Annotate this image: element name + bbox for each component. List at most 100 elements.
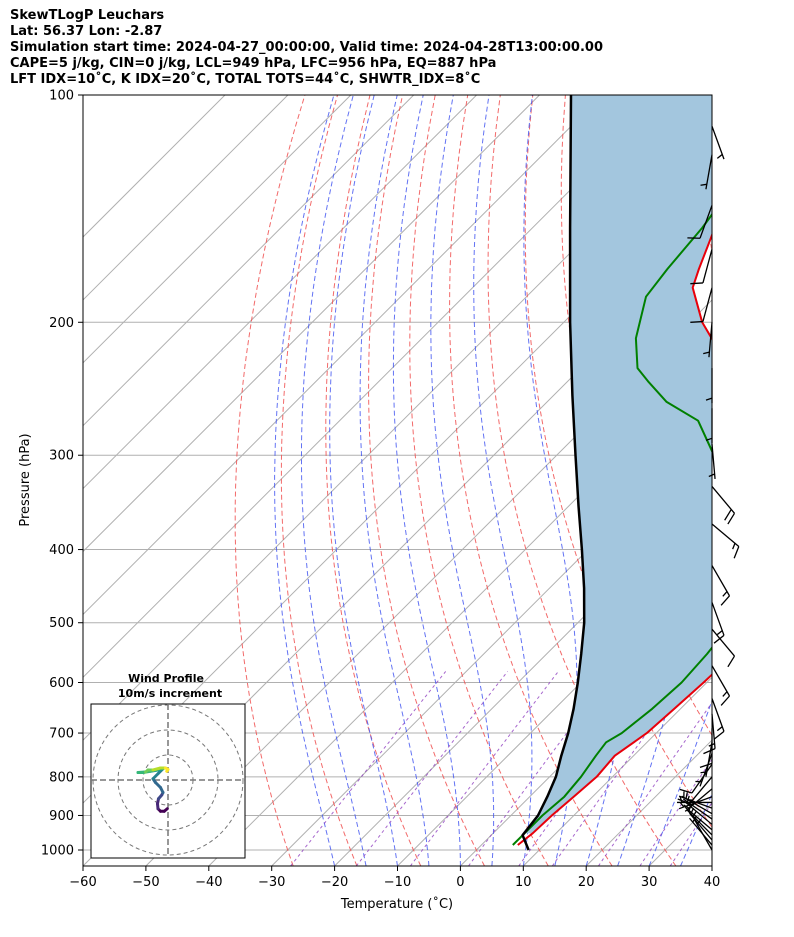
wind-barb-flag: [722, 591, 728, 597]
moist-adiabat: [711, 864, 712, 866]
wind-barb-flag: [683, 804, 690, 809]
y-axis-ticks: 1000 900 800 700 600 500 400 300 200 100: [41, 89, 83, 859]
dry-adiabat: [234, 95, 306, 866]
isotherm: [334, 487, 712, 866]
wind-barb: [687, 205, 713, 239]
wind-barb-flag: [713, 730, 725, 740]
isotherm: [83, 95, 415, 427]
isotherm: [271, 424, 712, 866]
wind-barb-flag: [732, 543, 736, 550]
wind-barb-staff: [711, 698, 725, 732]
wind-barb-staff: [684, 788, 713, 812]
isotherm: [397, 550, 712, 866]
wind-barb-flag: [705, 397, 713, 401]
y-tick-label: 200: [49, 316, 74, 331]
hodograph-title: Wind Profile: [128, 672, 204, 685]
x-tick-label: 40: [704, 875, 721, 890]
x-tick-label: −10: [384, 875, 411, 890]
y-tick-label: 900: [49, 809, 74, 824]
wind-barb: [711, 602, 725, 644]
x-tick-label: −50: [132, 875, 159, 890]
wind-barb: [711, 486, 736, 525]
wind-barb: [700, 742, 713, 777]
wind-barb-flag: [727, 655, 736, 668]
isotherm: [522, 676, 712, 866]
wind-barb-staff: [689, 817, 713, 846]
moist-adiabat: [523, 95, 578, 866]
wind-barb-flag: [703, 351, 710, 355]
wind-barb-staff: [711, 126, 725, 160]
wind-barb-flag: [727, 512, 736, 525]
wind-barb-staff: [711, 713, 716, 749]
chart-title-indices-1: CAPE=5 j/kg, CIN=0 j/kg, LCL=949 hPa, LF…: [10, 56, 497, 71]
isotherm: [145, 299, 712, 866]
mixing-ratio-line: [468, 671, 614, 866]
y-tick-label: 300: [49, 449, 74, 464]
wind-barb-flag: [705, 437, 713, 441]
x-tick-label: 30: [641, 875, 658, 890]
x-tick-label: −40: [195, 875, 222, 890]
wind-barb-flag: [679, 788, 693, 794]
parcel-line: [521, 95, 586, 851]
isotherm: [83, 95, 603, 616]
mixing-ratio-line: [409, 671, 559, 866]
moist-adiabat: [359, 95, 430, 866]
wind-barb: [677, 776, 713, 805]
x-tick-label: 0: [456, 875, 464, 890]
isotherm: [83, 95, 226, 238]
mixing-ratio-line: [355, 671, 508, 866]
dry-adiabat: [728, 95, 794, 866]
wind-barb-flag: [722, 691, 728, 697]
y-tick-label: 400: [49, 543, 74, 558]
wind-barb-staff: [702, 248, 713, 284]
hodograph-subtitle: 10m/s increment: [118, 687, 222, 700]
chart-title-coordinates: Lat: 56.37 Lon: -2.87: [10, 24, 163, 39]
wind-barb-staff: [689, 812, 713, 841]
wind-barb-staff: [699, 205, 713, 239]
dry-adiabat: [325, 95, 422, 866]
wind-barb: [711, 565, 731, 606]
wind-barb: [711, 523, 740, 559]
wind-barb-staff: [711, 486, 735, 514]
mixing-ratio-line: [597, 701, 712, 866]
wind-barb-flag: [720, 695, 730, 706]
dry-adiabat: [409, 95, 549, 866]
wind-barb-staff: [686, 809, 713, 836]
dry-adiabat: [761, 95, 794, 866]
y-axis-label: Pressure (hPa): [18, 433, 33, 526]
x-axis-ticks: −60 −50 −40 −30 −20 −10 0 10 20 30 40: [69, 866, 720, 890]
wind-barb: [703, 713, 716, 755]
wind-barb: [708, 444, 716, 480]
y-tick-label: 100: [49, 89, 74, 104]
x-tick-label: 20: [578, 875, 595, 890]
mixing-ratio-line: [290, 671, 447, 866]
wind-barb-flag: [690, 282, 703, 285]
wind-barb-flag: [685, 792, 688, 799]
wind-barb-staff: [691, 763, 713, 794]
wind-barb-staff: [705, 742, 713, 777]
wind-barb-flag: [679, 796, 683, 803]
wind-barb: [703, 322, 713, 358]
x-tick-label: −60: [69, 875, 96, 890]
wind-barb-flag: [716, 726, 723, 732]
wind-barb-flag: [733, 546, 740, 559]
wind-barb: [711, 126, 725, 160]
dry-adiabat: [368, 95, 485, 866]
moist-adiabat: [392, 95, 461, 866]
x-tick-label: −20: [321, 875, 348, 890]
dry-adiabat: [487, 95, 677, 866]
wind-barb-staff: [711, 444, 716, 480]
wind-barb: [711, 698, 725, 740]
wind-barb: [699, 728, 713, 768]
wind-barb-staff: [702, 287, 713, 322]
wind-barb-staff: [708, 322, 713, 358]
y-tick-label: 800: [49, 770, 74, 785]
moist-adiabat: [430, 95, 495, 866]
wind-barb-flag: [708, 743, 715, 747]
wind-barb: [695, 753, 713, 787]
dry-adiabat: [449, 95, 613, 866]
wind-barb-staff: [711, 523, 740, 547]
wind-barb-staff: [684, 801, 713, 825]
wind-barb-flag: [690, 320, 703, 323]
chart-title-indices-2: LFT IDX=10˚C, K IDX=20˚C, TOTAL TOTS=44˚…: [10, 72, 481, 87]
